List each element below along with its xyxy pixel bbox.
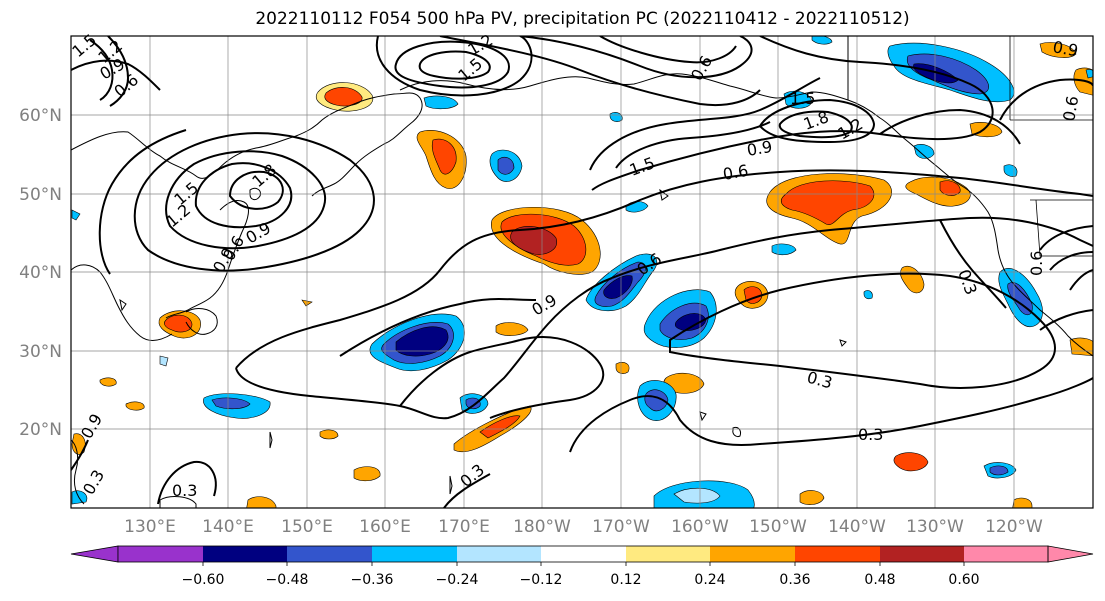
lon-label: 160°E bbox=[359, 517, 411, 537]
colorbar-segment bbox=[118, 546, 203, 562]
lon-label: 130°W bbox=[906, 517, 964, 537]
colorbar-tick: 0.60 bbox=[948, 572, 979, 588]
colorbar-tick: −0.12 bbox=[520, 572, 563, 588]
colorbar-segment bbox=[541, 546, 626, 562]
lon-label: 120°W bbox=[985, 517, 1043, 537]
lon-label: 170°E bbox=[438, 517, 490, 537]
contour-label: 0.3 bbox=[172, 481, 197, 500]
lat-label: 30°N bbox=[19, 342, 62, 362]
colorbar-segment bbox=[626, 546, 710, 562]
colorbar-tick: 0.24 bbox=[694, 572, 725, 588]
lon-label: 180°W bbox=[513, 517, 571, 537]
lon-label: 150°W bbox=[749, 517, 807, 537]
contour-label: 1.5 bbox=[790, 89, 815, 108]
colorbar-segment bbox=[964, 546, 1048, 562]
map-frame bbox=[70, 35, 1094, 509]
contour-label: 0.6 bbox=[1027, 251, 1046, 276]
colorbar-tick: −0.60 bbox=[182, 572, 225, 588]
colorbar: −0.60 −0.48 −0.36 −0.24 −0.12 0.12 0.24 … bbox=[70, 545, 1094, 588]
colorbar-segment bbox=[710, 546, 795, 562]
contour-label: 0.6 bbox=[1059, 94, 1082, 122]
longitude-labels: 130°E 140°E 150°E 160°E 170°E 180°W 170°… bbox=[124, 517, 1043, 537]
colorbar-tick: 0.36 bbox=[779, 572, 810, 588]
lat-label: 20°N bbox=[19, 420, 62, 440]
colorbar-segment bbox=[880, 546, 964, 562]
map-title: 2022110112 F054 500 hPa PV, precipitatio… bbox=[255, 9, 910, 29]
graticule bbox=[71, 36, 1093, 508]
colorbar-extend-high bbox=[1047, 545, 1094, 563]
colorbar-segment bbox=[457, 546, 541, 562]
colorbar-extend-low bbox=[70, 545, 119, 563]
colorbar-tick: −0.48 bbox=[266, 572, 309, 588]
contour-label: 0.6 bbox=[721, 161, 749, 184]
colorbar-tick: 0.48 bbox=[864, 572, 895, 588]
contour-label: 0.9 bbox=[1051, 37, 1079, 60]
latitude-labels: 60°N 50°N 40°N 30°N 20°N bbox=[19, 106, 62, 440]
lon-label: 150°E bbox=[281, 517, 333, 537]
colorbar-segment bbox=[203, 546, 287, 562]
lat-label: 50°N bbox=[19, 185, 62, 205]
colorbar-tick: −0.36 bbox=[351, 572, 394, 588]
colorbar-tick: −0.24 bbox=[436, 572, 479, 588]
lat-label: 40°N bbox=[19, 263, 62, 283]
colorbar-segment bbox=[372, 546, 457, 562]
lon-label: 130°E bbox=[124, 517, 176, 537]
contour-label: 0.9 bbox=[745, 137, 773, 160]
pv-contours bbox=[71, 36, 1093, 508]
lat-label: 60°N bbox=[19, 106, 62, 126]
colorbar-segment bbox=[795, 546, 880, 562]
lon-label: 160°W bbox=[671, 517, 729, 537]
colorbar-segment bbox=[287, 546, 372, 562]
lon-label: 170°W bbox=[592, 517, 650, 537]
contour-label: 0.3 bbox=[858, 425, 883, 444]
colorbar-tick: 0.12 bbox=[610, 572, 641, 588]
lon-label: 140°W bbox=[828, 517, 886, 537]
lon-label: 140°E bbox=[202, 517, 254, 537]
